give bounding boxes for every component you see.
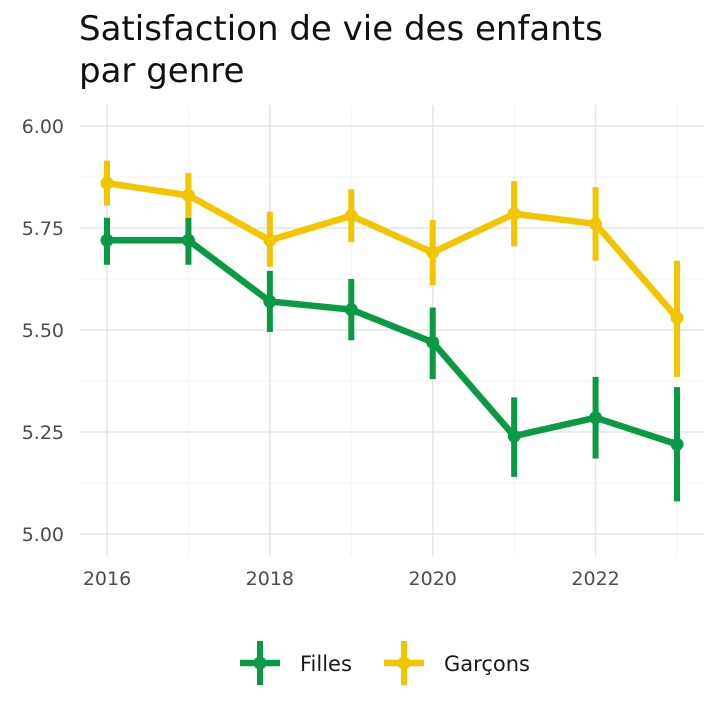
data-point bbox=[263, 233, 277, 247]
data-point bbox=[670, 437, 684, 451]
y-tick-label: 6.00 bbox=[22, 116, 64, 138]
legend-label: Garçons bbox=[444, 652, 530, 676]
data-point bbox=[507, 207, 521, 221]
data-point bbox=[589, 217, 603, 231]
legend-label: Filles bbox=[300, 652, 352, 676]
y-tick-label: 5.75 bbox=[22, 218, 64, 240]
series-line bbox=[103, 179, 681, 322]
legend: Filles Garçons bbox=[240, 641, 530, 685]
legend-item-Garçons: Garçons bbox=[384, 641, 530, 685]
legend-key-point bbox=[397, 656, 411, 670]
data-point bbox=[426, 335, 440, 349]
series-Filles bbox=[100, 217, 684, 502]
legend-item-Filles: Filles bbox=[240, 641, 352, 685]
data-point bbox=[507, 429, 521, 443]
grid bbox=[80, 105, 704, 556]
x-tick-label: 2016 bbox=[83, 568, 131, 590]
y-tick-label: 5.00 bbox=[22, 524, 64, 546]
series-line bbox=[103, 236, 681, 448]
y-axis: 5.00 5.25 5.50 5.75 6.00 bbox=[22, 116, 64, 546]
x-tick-label: 2018 bbox=[246, 568, 294, 590]
data-point bbox=[426, 245, 440, 259]
series-layer bbox=[100, 160, 684, 502]
chart-title-line-2: par genre bbox=[79, 51, 245, 91]
x-axis: 2016 2018 2020 2022 bbox=[83, 568, 620, 590]
y-tick-label: 5.50 bbox=[22, 320, 64, 342]
chart-title-line-1: Satisfaction de vie des enfants bbox=[79, 9, 603, 49]
data-point bbox=[100, 233, 114, 247]
data-point bbox=[670, 311, 684, 325]
legend-key-point bbox=[253, 656, 267, 670]
data-point bbox=[263, 294, 277, 308]
chart-title: Satisfaction de vie des enfants par genr… bbox=[79, 8, 699, 92]
data-point bbox=[181, 188, 195, 202]
x-tick-label: 2022 bbox=[571, 568, 619, 590]
y-tick-label: 5.25 bbox=[22, 422, 64, 444]
data-point bbox=[344, 303, 358, 317]
data-point bbox=[181, 233, 195, 247]
data-point bbox=[589, 411, 603, 425]
series-Garçons bbox=[100, 160, 684, 377]
data-point bbox=[100, 176, 114, 190]
x-tick-label: 2020 bbox=[409, 568, 457, 590]
data-point bbox=[344, 209, 358, 223]
